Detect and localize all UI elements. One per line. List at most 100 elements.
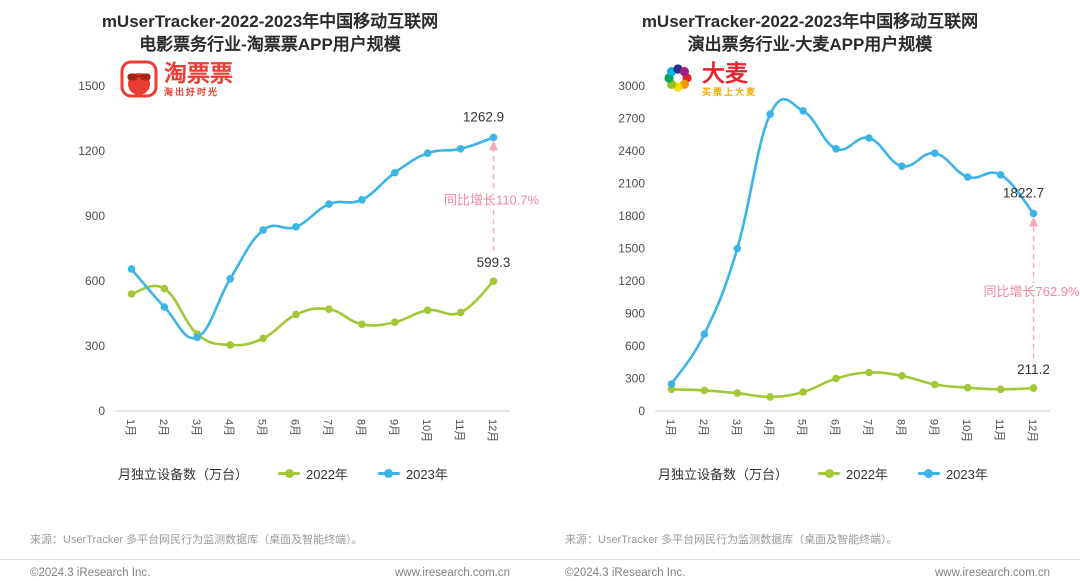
data-point-2022年[interactable] bbox=[358, 320, 366, 329]
data-point-2023年[interactable] bbox=[358, 196, 366, 204]
data-point-2023年[interactable] bbox=[832, 145, 840, 153]
y-axis-tick-label: 1500 bbox=[618, 242, 645, 256]
charts-row: mUserTracker-2022-2023年中国移动互联网 电影票务行业-淘票… bbox=[0, 0, 1080, 547]
data-point-2023年[interactable] bbox=[733, 244, 742, 253]
legend: 月独立设备数（万台） 2022年 2023年 bbox=[0, 455, 540, 491]
source-note: 来源：UserTracker 多平台网民行为监测数据库（桌面及智能终端）。 bbox=[565, 534, 898, 546]
data-point-2022年[interactable] bbox=[865, 368, 873, 377]
legend-item-2022[interactable]: 2022年 bbox=[278, 464, 348, 483]
data-point-2022年[interactable] bbox=[667, 385, 676, 394]
data-point-2022年[interactable] bbox=[259, 334, 267, 343]
data-point-2022年[interactable] bbox=[799, 388, 807, 396]
logo-text: 淘票票 bbox=[164, 60, 233, 86]
data-point-2022年[interactable] bbox=[226, 341, 234, 349]
data-point-2022年[interactable] bbox=[160, 284, 169, 293]
logo-tagline: 买票上大麦 bbox=[702, 87, 758, 97]
data-point-2023年[interactable] bbox=[996, 171, 1005, 179]
damai-logo: 大麦 买票上大麦 bbox=[660, 60, 757, 98]
data-point-2022年[interactable] bbox=[1029, 384, 1038, 392]
data-point-2023年[interactable] bbox=[865, 134, 873, 142]
data-point-2022年[interactable] bbox=[766, 393, 774, 401]
line-chart-taopiaopiao: 0 300 600 900 1200 1500 1月 2月 3月 4月 5月 6月 7月 8月 9月 10月 1… bbox=[78, 79, 540, 442]
data-point-2023年[interactable] bbox=[456, 145, 465, 153]
x-axis-tick-label: 5月 bbox=[256, 419, 268, 436]
data-point-2022年[interactable] bbox=[456, 308, 465, 317]
end-value-label-2023: 1262.9 bbox=[463, 109, 504, 124]
legend-item-2022[interactable]: 2022年 bbox=[818, 464, 888, 483]
data-point-2022年[interactable] bbox=[423, 306, 432, 315]
chart-title: mUserTracker-2022-2023年中国移动互联网 演出票务行业-大麦… bbox=[540, 0, 1080, 56]
data-point-2023年[interactable] bbox=[193, 333, 202, 342]
data-point-2023年[interactable] bbox=[489, 133, 498, 142]
website-link[interactable]: www.iresearch.com.cn bbox=[394, 567, 510, 579]
end-value-label-2022: 599.3 bbox=[477, 255, 511, 270]
data-point-2023年[interactable] bbox=[1029, 209, 1038, 218]
legend-item-2023[interactable]: 2023年 bbox=[917, 464, 988, 483]
data-point-2023年[interactable] bbox=[667, 380, 676, 388]
line-chart-damai: 0 300 600 900 1200 1500 1800 2100 2400 2700 3000 1月… bbox=[618, 79, 1080, 442]
data-point-2022年[interactable] bbox=[489, 277, 498, 285]
legend-label-2023: 2023年 bbox=[405, 466, 448, 482]
legend-label-2022: 2022年 bbox=[306, 466, 348, 482]
x-axis-tick-label: 2月 bbox=[697, 419, 709, 436]
data-point-2023年[interactable] bbox=[160, 303, 169, 311]
plot-area: 淘票票 淘出好时光 0 300 600 900 1200 1500 1月 2月 3月 4月 5月 6月… bbox=[0, 56, 540, 451]
chart-panel-damai: mUserTracker-2022-2023年中国移动互联网 演出票务行业-大麦… bbox=[540, 0, 1080, 547]
logo-text: 大麦 bbox=[702, 60, 748, 86]
y-axis-tick-label: 1200 bbox=[78, 144, 105, 158]
y-axis-tick-label: 2700 bbox=[618, 112, 645, 126]
x-axis-tick-label: 12月 bbox=[486, 419, 498, 442]
taopiaopiao-logo: 淘票票 淘出好时光 bbox=[120, 60, 233, 98]
data-point-2022年[interactable] bbox=[127, 290, 136, 298]
data-point-2022年[interactable] bbox=[700, 386, 709, 395]
data-point-2022年[interactable] bbox=[931, 380, 939, 389]
yoy-growth-arrowhead-icon bbox=[1029, 216, 1039, 227]
x-axis-tick-label: 12月 bbox=[1026, 419, 1038, 442]
data-point-2023年[interactable] bbox=[226, 275, 234, 283]
yoy-growth-arrowhead-icon bbox=[489, 140, 499, 151]
data-point-2023年[interactable] bbox=[766, 110, 774, 118]
data-point-2023年[interactable] bbox=[931, 149, 939, 157]
x-axis-tick-label: 8月 bbox=[894, 419, 906, 436]
copyright: ©2024.3 iResearch Inc. bbox=[565, 567, 686, 579]
legend-item-2023[interactable]: 2023年 bbox=[377, 464, 448, 483]
data-point-2022年[interactable] bbox=[292, 310, 300, 319]
x-axis-tick-label: 3月 bbox=[730, 419, 742, 436]
footer: ©2024.3 iResearch Inc. www.iresearch.com… bbox=[0, 559, 1080, 579]
y-axis-tick-label: 0 bbox=[638, 404, 645, 418]
website-link[interactable]: www.iresearch.com.cn bbox=[934, 567, 1050, 579]
footer-left: ©2024.3 iResearch Inc. www.iresearch.com… bbox=[0, 567, 540, 579]
data-point-2023年[interactable] bbox=[259, 226, 267, 234]
y-axis-tick-label: 1800 bbox=[618, 209, 645, 223]
legend-label-2023: 2023年 bbox=[945, 466, 988, 482]
y-axis-tick-label: 300 bbox=[625, 372, 645, 386]
data-point-2022年[interactable] bbox=[996, 385, 1005, 394]
data-point-2023年[interactable] bbox=[700, 330, 709, 338]
y-axis-tick-label: 2100 bbox=[618, 177, 645, 191]
data-point-2023年[interactable] bbox=[963, 173, 972, 181]
data-point-2022年[interactable] bbox=[832, 374, 840, 383]
data-point-2023年[interactable] bbox=[423, 149, 432, 157]
data-point-2023年[interactable] bbox=[391, 168, 399, 177]
data-point-2023年[interactable] bbox=[799, 107, 807, 115]
chart-title-line2: 电影票务行业-淘票票APP用户规模 bbox=[139, 35, 401, 54]
data-point-2022年[interactable] bbox=[325, 305, 333, 313]
data-point-2022年[interactable] bbox=[898, 372, 906, 380]
data-point-2023年[interactable] bbox=[325, 200, 333, 208]
data-point-2022年[interactable] bbox=[391, 318, 399, 327]
data-point-2023年[interactable] bbox=[292, 223, 300, 231]
logo-tagline: 淘出好时光 bbox=[164, 87, 220, 97]
data-point-2022年[interactable] bbox=[963, 383, 972, 392]
yoy-growth-label: 同比增长762.9% bbox=[983, 284, 1080, 299]
yoy-growth-label: 同比增长110.7% bbox=[444, 192, 540, 207]
logo-text-block: 淘票票 淘出好时光 bbox=[164, 60, 233, 98]
data-point-2023年[interactable] bbox=[898, 162, 906, 170]
legend: 月独立设备数（万台） 2022年 2023年 bbox=[540, 455, 1080, 491]
data-point-2022年[interactable] bbox=[733, 389, 742, 397]
x-axis-tick-label: 10月 bbox=[960, 419, 972, 442]
series-line-2023年 bbox=[670, 97, 1035, 386]
data-point-2023年[interactable] bbox=[127, 265, 136, 273]
damai-flower-icon bbox=[664, 64, 692, 92]
x-axis-tick-label: 8月 bbox=[354, 419, 366, 436]
y-axis-tick-label: 900 bbox=[85, 209, 105, 223]
